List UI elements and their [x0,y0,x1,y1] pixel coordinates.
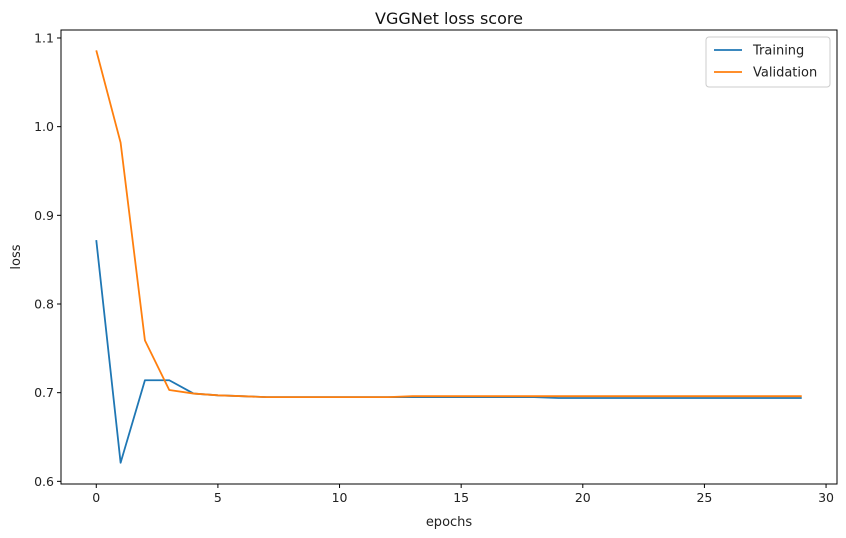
legend-label-training: Training [752,44,804,59]
x-tick-label: 5 [214,490,222,505]
x-tick-label: 25 [696,490,712,505]
plot-area [95,50,802,464]
y-tick-label: 1.1 [34,30,54,45]
y-tick-label: 0.9 [34,208,54,223]
y-tick-label: 0.8 [34,296,54,311]
y-axis: 0.6 0.7 0.8 0.9 1.0 1.1 [34,30,61,489]
x-tick-label: 20 [575,490,591,505]
x-tick-label: 15 [453,490,469,505]
y-tick-label: 1.0 [34,119,54,134]
y-tick-label: 0.6 [34,474,54,489]
series-line-validation [95,50,802,399]
y-tick-label: 0.7 [34,385,54,400]
plot-frame [60,29,838,485]
legend: Training Validation [705,36,831,88]
y-axis-title: loss [9,244,24,269]
x-axis: 0 5 10 15 20 25 30 [92,484,834,505]
legend-label-validation: Validation [753,66,817,81]
x-tick-label: 30 [818,490,834,505]
x-tick-label: 10 [332,490,348,505]
x-axis-title: epochs [426,515,473,530]
series-line-training [95,240,802,464]
chart-title: VGGNet loss score [375,9,523,28]
x-tick-label: 0 [92,490,100,505]
